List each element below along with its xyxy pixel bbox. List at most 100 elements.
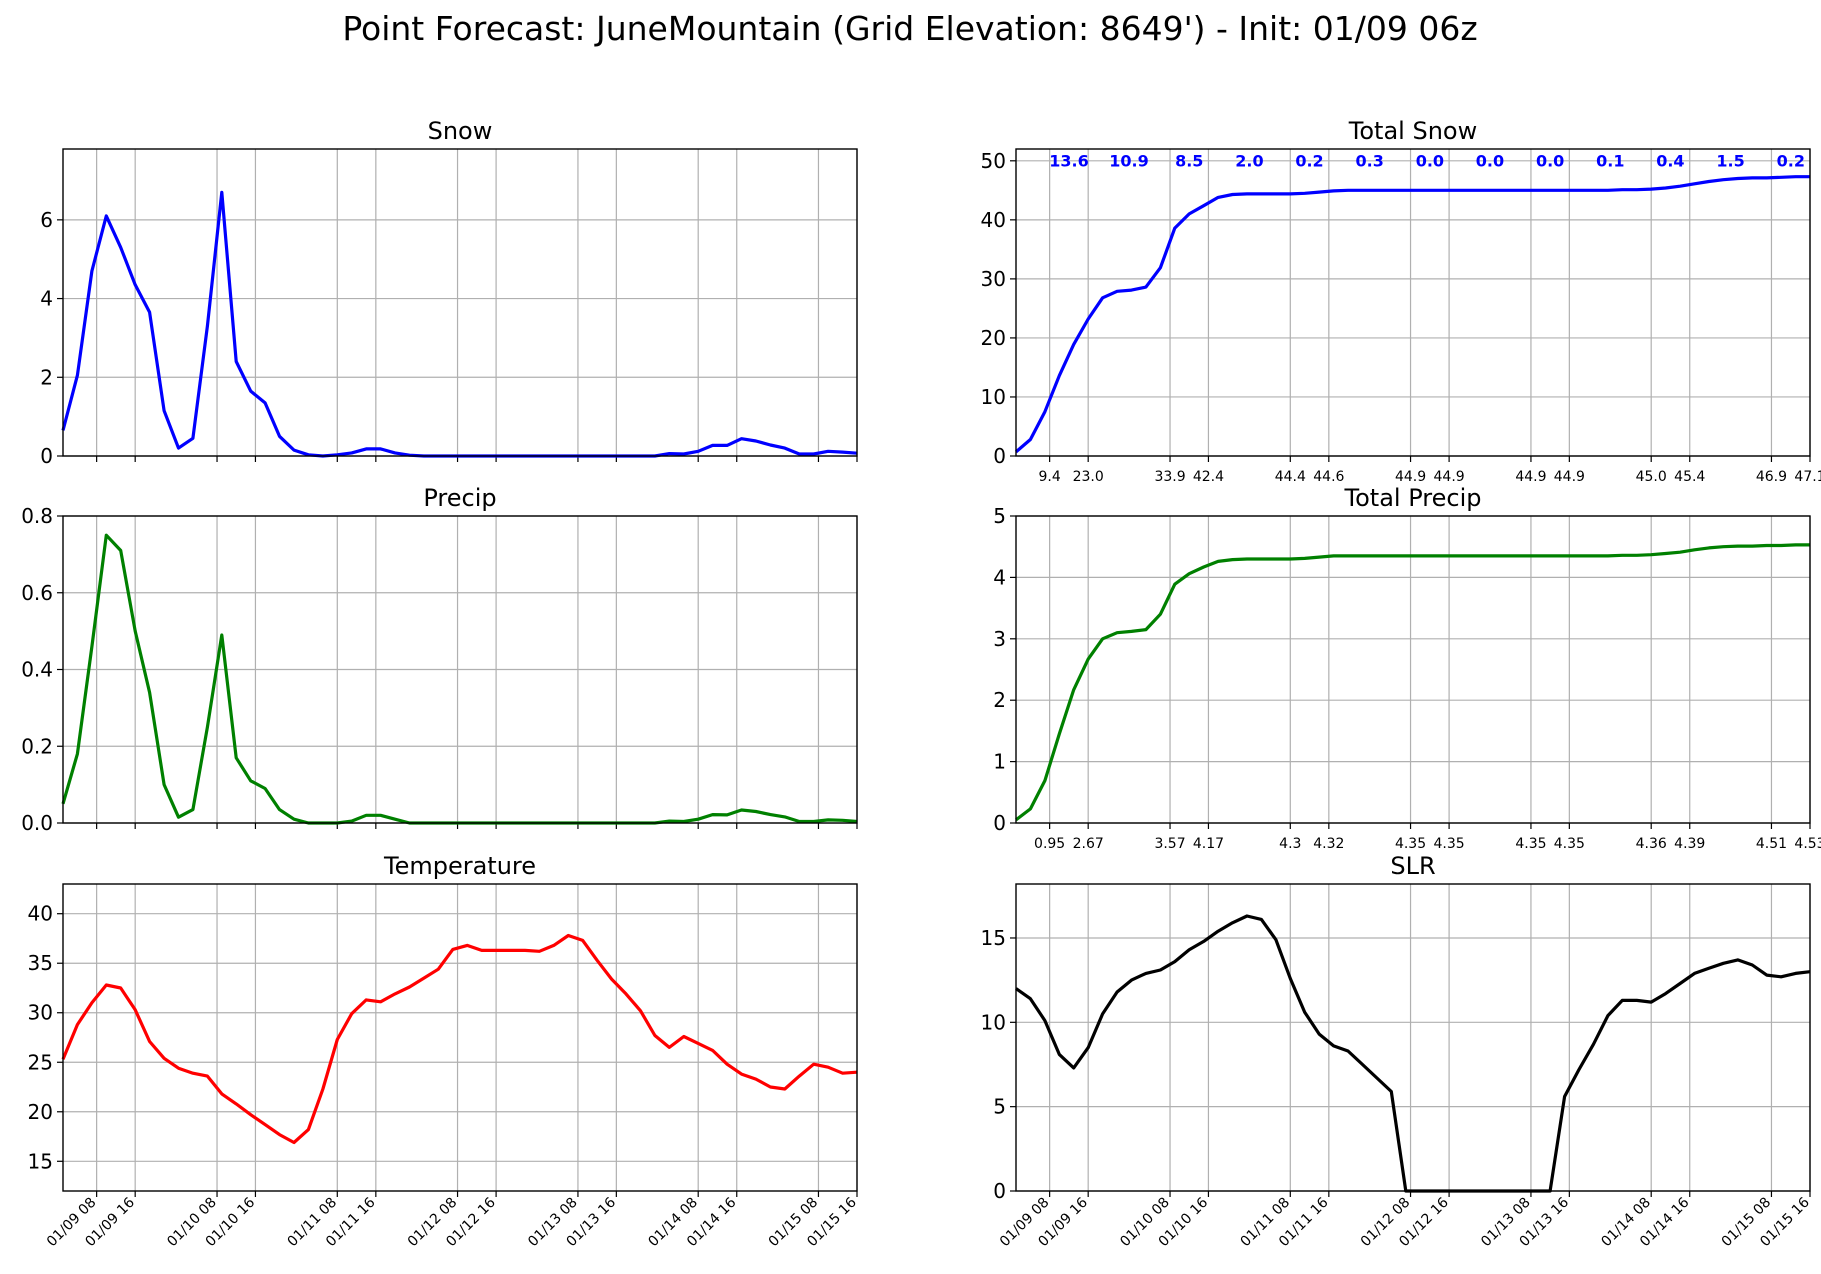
cumulative-label: 45.0 [1636, 469, 1667, 485]
cumulative-label: 47.1 [1794, 469, 1821, 485]
cumulative-label: 4.35 [1395, 836, 1426, 852]
cumulative-label: 45.4 [1674, 469, 1705, 485]
cumulative-label: 23.0 [1073, 469, 1104, 485]
cumulative-label: 9.4 [1039, 469, 1061, 485]
y-tick-label: 20 [981, 326, 1006, 350]
grid [63, 884, 858, 1191]
y-tick-label: 4 [40, 287, 53, 311]
plot-frame [62, 515, 858, 824]
panel-title: Precip [423, 484, 496, 512]
y-tick-label: 0.0 [21, 811, 53, 835]
panel-snow: 0 2 4 6 Snow [40, 117, 858, 468]
grid [1016, 515, 1811, 824]
panel-precip: 0.0 0.2 0.4 0.6 0.8 Precip [21, 484, 858, 835]
y-tick-label: 0.2 [21, 734, 53, 758]
cumulative-label: 44.4 [1275, 469, 1306, 485]
period-total-label: 13.6 [1049, 152, 1088, 171]
y-tick-label: 40 [981, 208, 1006, 232]
figure-suptitle: Point Forecast: JuneMountain (Grid Eleva… [342, 9, 1477, 48]
plot-frame [62, 883, 858, 1192]
period-total-label: 0.0 [1536, 152, 1564, 171]
panel-total-precip: 0 1 2 3 4 5 Total Precip 0.95 2.67 3.57 4.17 4.3 4.3… [993, 484, 1821, 852]
cumulative-label: 4.36 [1636, 836, 1667, 852]
y-tick-label: 0 [993, 444, 1006, 468]
plot-frame [1015, 148, 1811, 457]
cumulative-label: 4.35 [1434, 836, 1465, 852]
period-total-label: 10.9 [1109, 152, 1148, 171]
period-total-label: 0.2 [1295, 152, 1323, 171]
cumulative-label: 33.9 [1154, 469, 1185, 485]
cumulative-label: 44.9 [1434, 469, 1465, 485]
period-total-label: 2.0 [1235, 152, 1263, 171]
series-line-total-precip [1015, 543, 1810, 822]
cumulative-label: 4.53 [1794, 836, 1821, 852]
y-tick-label: 35 [28, 951, 53, 975]
y-tick-label: 0.8 [21, 504, 53, 528]
period-total-label: 0.3 [1356, 152, 1384, 171]
plot-frame [62, 148, 858, 457]
period-total-label: 0.2 [1777, 152, 1805, 171]
y-tick-label: 40 [28, 902, 53, 926]
y-tick-label: 6 [40, 208, 53, 232]
y-tick-label: 0 [993, 1179, 1006, 1203]
period-total-label: 0.1 [1596, 152, 1624, 171]
panel-title: Temperature [383, 852, 536, 880]
y-tick-label: 30 [28, 1001, 53, 1025]
series-line-snow [61, 190, 858, 458]
y-tick-label: 0.6 [21, 581, 53, 605]
cumulative-label: 42.4 [1193, 469, 1224, 485]
cumulative-label: 44.9 [1554, 469, 1585, 485]
period-total-label: 8.5 [1175, 152, 1203, 171]
y-tick-label: 20 [28, 1100, 53, 1124]
cumulative-label: 3.57 [1154, 836, 1185, 852]
y-tick-label: 10 [981, 385, 1006, 409]
y-tick-label: 5 [993, 1095, 1006, 1119]
y-tick-label: 25 [28, 1050, 53, 1074]
cumulative-label: 2.67 [1073, 836, 1104, 852]
y-tick-label: 15 [981, 926, 1006, 950]
grid [63, 149, 858, 457]
plot-frame [1015, 883, 1811, 1192]
cumulative-label: 44.9 [1395, 469, 1426, 485]
cumulative-label: 4.35 [1515, 836, 1546, 852]
grid [63, 515, 858, 824]
y-tick-label: 0.4 [21, 658, 53, 682]
y-tick-label: 5 [993, 504, 1006, 528]
y-tick-label: 4 [993, 565, 1006, 589]
y-tick-label: 1 [993, 750, 1006, 774]
y-tick-label: 3 [993, 627, 1006, 651]
y-tick-label: 30 [981, 267, 1006, 291]
cumulative-label: 4.17 [1193, 836, 1224, 852]
grid [1016, 149, 1811, 457]
y-tick-label: 15 [28, 1149, 53, 1173]
cumulative-label: 4.32 [1313, 836, 1344, 852]
period-total-label: 0.0 [1476, 152, 1504, 171]
series-line-total-snow [1014, 175, 1810, 454]
series-line-temperature [61, 933, 858, 1145]
y-tick-label: 0 [40, 444, 53, 468]
y-tick-label: 10 [981, 1010, 1006, 1034]
cumulative-label: 4.3 [1279, 836, 1301, 852]
panel-title: Snow [428, 117, 493, 145]
y-tick-label: 2 [40, 365, 53, 389]
panel-title: SLR [1390, 852, 1435, 880]
series-line-precip [61, 533, 858, 825]
cumulative-label: 44.6 [1313, 469, 1344, 485]
panel-title: Total Precip [1344, 484, 1482, 512]
panel-total-snow: 0 10 20 30 40 50 Total Snow 9.4 23.0 33.9 42.4 44.4… [981, 117, 1821, 485]
cumulative-label: 4.51 [1756, 836, 1787, 852]
grid [1016, 884, 1811, 1192]
y-tick-label: 50 [981, 149, 1006, 173]
cumulative-label: 46.9 [1756, 469, 1787, 485]
cumulative-label: 4.35 [1554, 836, 1585, 852]
panel-title: Total Snow [1348, 117, 1477, 145]
y-tick-label: 0 [993, 811, 1006, 835]
period-total-label: 1.5 [1716, 152, 1744, 171]
cumulative-label: 0.95 [1034, 836, 1065, 852]
plot-frame [1015, 515, 1811, 824]
period-total-label: 0.4 [1656, 152, 1684, 171]
